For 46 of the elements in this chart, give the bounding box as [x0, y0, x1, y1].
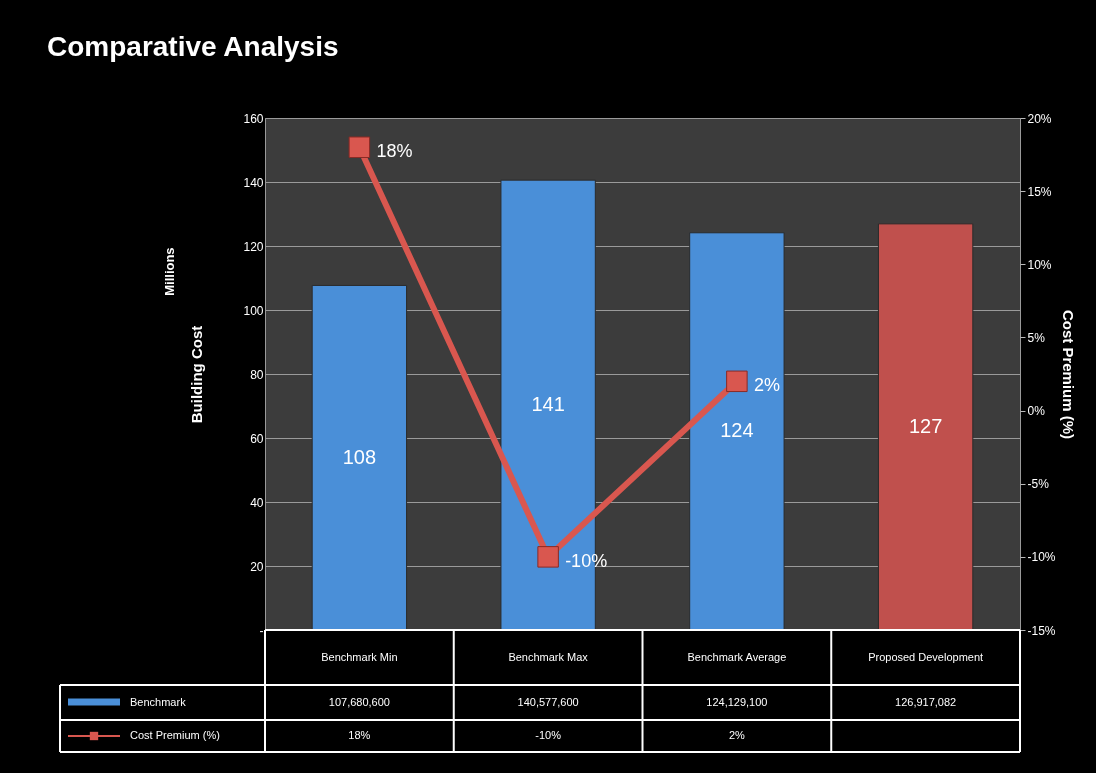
- data-label: 124: [720, 419, 754, 442]
- y2-tick-label: 0%: [1027, 404, 1046, 419]
- y-tick-label: 140: [243, 175, 264, 190]
- legend-label: Benchmark: [130, 695, 187, 708]
- x-tick-label: Benchmark Min: [321, 650, 398, 663]
- point: [537, 546, 559, 568]
- bar: [689, 232, 785, 631]
- bar: [877, 223, 974, 631]
- y2-tick-label: 15%: [1027, 184, 1052, 199]
- x-tick-label: Proposed Development: [868, 650, 984, 663]
- y-tick-label: 120: [243, 239, 264, 254]
- y2-tick-label: -15%: [1027, 623, 1056, 638]
- point: [726, 370, 748, 393]
- data-label: -10%: [535, 729, 562, 741]
- bar: [311, 284, 408, 631]
- point: [348, 136, 371, 158]
- data-label: 108: [342, 445, 377, 468]
- y2-tick-label: -10%: [1027, 550, 1056, 565]
- text: 124,129,100: [706, 695, 768, 708]
- y-tick-label: 80: [250, 367, 264, 382]
- y2-tick-label: 5%: [1027, 330, 1046, 345]
- y2-tick-label: 20%: [1027, 111, 1052, 126]
- y2-tick-label: 10%: [1027, 257, 1052, 272]
- legend-label: Cost Premium (%): [130, 729, 220, 741]
- data-label: 2%: [728, 729, 746, 741]
- y2-axis-title: Cost Premium (%): [1059, 309, 1077, 440]
- y-tick-label: 100: [243, 303, 264, 318]
- text: 107,680,600: [328, 695, 390, 708]
- text: Millions: [162, 247, 177, 296]
- data-label: 141: [531, 393, 565, 416]
- data-label: 18%: [348, 729, 371, 741]
- text: 18%: [376, 141, 413, 162]
- y-axis-title: Building Cost: [188, 325, 206, 424]
- chart-title: Comparative Analysis: [47, 31, 339, 62]
- x-tick-label: Benchmark Max: [508, 650, 589, 663]
- y-tick-label: 60: [250, 431, 264, 446]
- y-tick-label: 20: [250, 559, 264, 574]
- y-tick-label: 40: [250, 495, 264, 510]
- x-tick-label: Benchmark Average: [687, 650, 787, 663]
- text: 2%: [753, 375, 780, 396]
- y2-tick-label: -5%: [1027, 477, 1050, 492]
- data-label: 127: [908, 414, 943, 437]
- text: 126,917,082: [895, 695, 957, 708]
- text: 140,577,600: [517, 695, 579, 708]
- y-tick-label: -: [259, 623, 264, 638]
- y-tick-label: 160: [243, 111, 264, 126]
